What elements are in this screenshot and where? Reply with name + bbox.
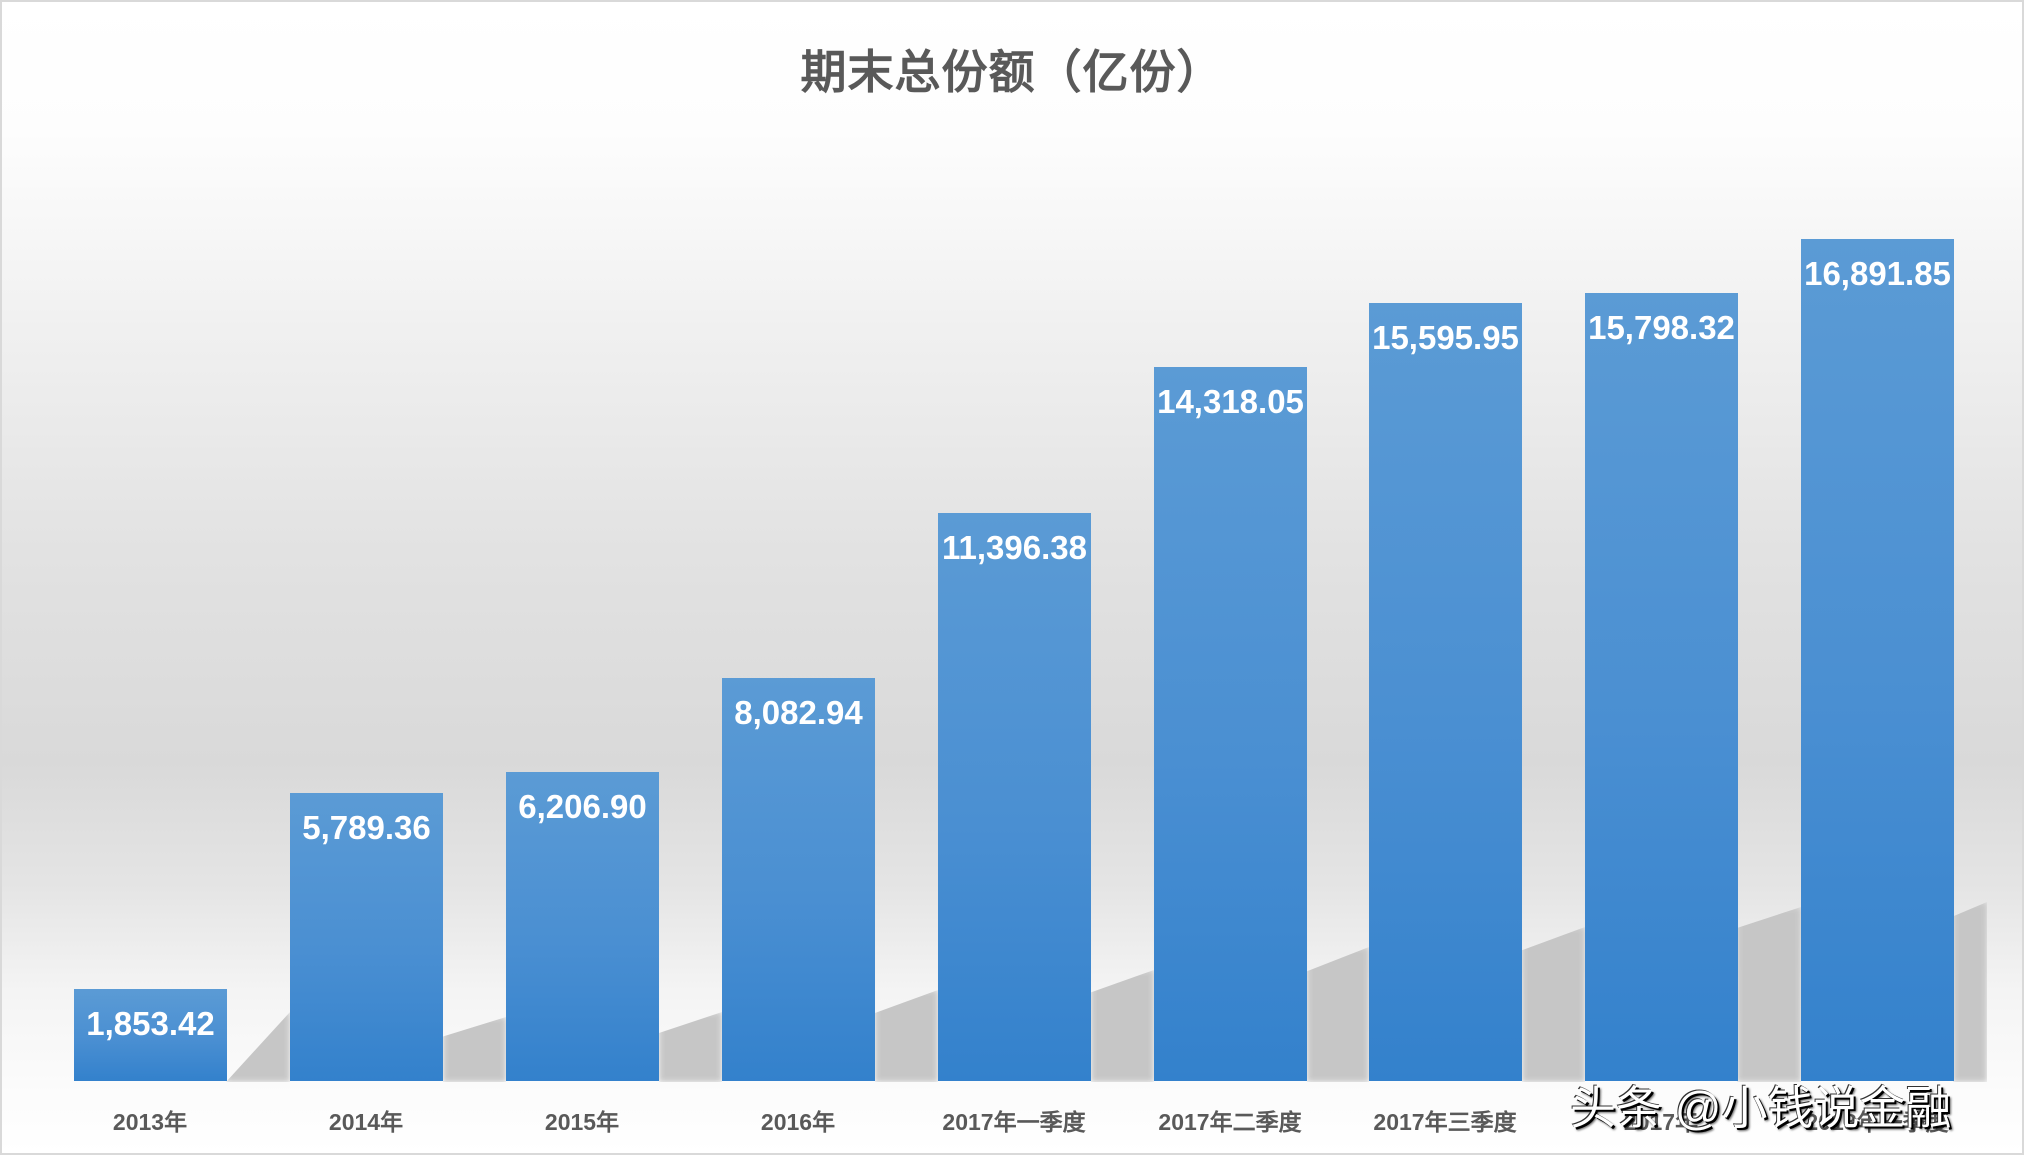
- bar-2013: 1,853.42: [74, 989, 227, 1081]
- bar-shadow: [1953, 902, 1987, 1082]
- data-label: 14,318.05: [1157, 383, 1304, 420]
- data-label: 15,595.95: [1372, 319, 1519, 356]
- data-label: 6,206.90: [518, 788, 647, 825]
- bar-2017-q2: 14,318.05: [1154, 367, 1307, 1081]
- bar-shadow: [1091, 970, 1154, 1082]
- chart-title: 期末总份额（亿份）: [800, 46, 1224, 98]
- bar-2016: 8,082.94: [722, 678, 875, 1081]
- watermark: 头条 @小钱说金融: [1570, 1082, 1952, 1134]
- x-axis-label: 2013年: [112, 1109, 188, 1135]
- data-label: 16,891.85: [1804, 255, 1951, 292]
- bar-2014: 5,789.36: [290, 793, 443, 1081]
- bar-shadow: [1307, 947, 1369, 1082]
- x-axis-label: 2018年一季度: [1805, 1109, 1949, 1135]
- bar-shadow: [659, 1012, 722, 1082]
- bar-shadow: [875, 990, 938, 1082]
- bar-2017: 15,798.32: [1585, 293, 1738, 1081]
- bar-shadow: [1737, 907, 1801, 1082]
- data-label: 5,789.36: [302, 809, 431, 846]
- bar-2018-q1: 16,891.85: [1801, 239, 1954, 1081]
- data-label: 15,798.32: [1588, 309, 1735, 346]
- x-axis-label: 2014年: [328, 1109, 404, 1135]
- x-axis-label: 2016年: [760, 1109, 836, 1135]
- x-axis-label: 2017年三季度: [1373, 1109, 1517, 1135]
- bar-2017-q1: 11,396.38: [938, 513, 1091, 1081]
- data-label: 8,082.94: [734, 694, 863, 731]
- x-axis-label: 2017年二季度: [1158, 1109, 1302, 1135]
- x-axis-label: 2017年: [1623, 1109, 1699, 1135]
- data-label: 11,396.38: [942, 529, 1087, 566]
- data-label: 1,853.42: [86, 1005, 215, 1042]
- bar-shadow: [1522, 927, 1585, 1082]
- x-axis-label: 2015年: [544, 1109, 620, 1135]
- x-axis-label: 2017年一季度: [942, 1109, 1086, 1135]
- bar-shadow: [443, 1017, 506, 1082]
- bar-2015: 6,206.90: [506, 772, 659, 1081]
- bar-2017-q3: 15,595.95: [1369, 303, 1522, 1081]
